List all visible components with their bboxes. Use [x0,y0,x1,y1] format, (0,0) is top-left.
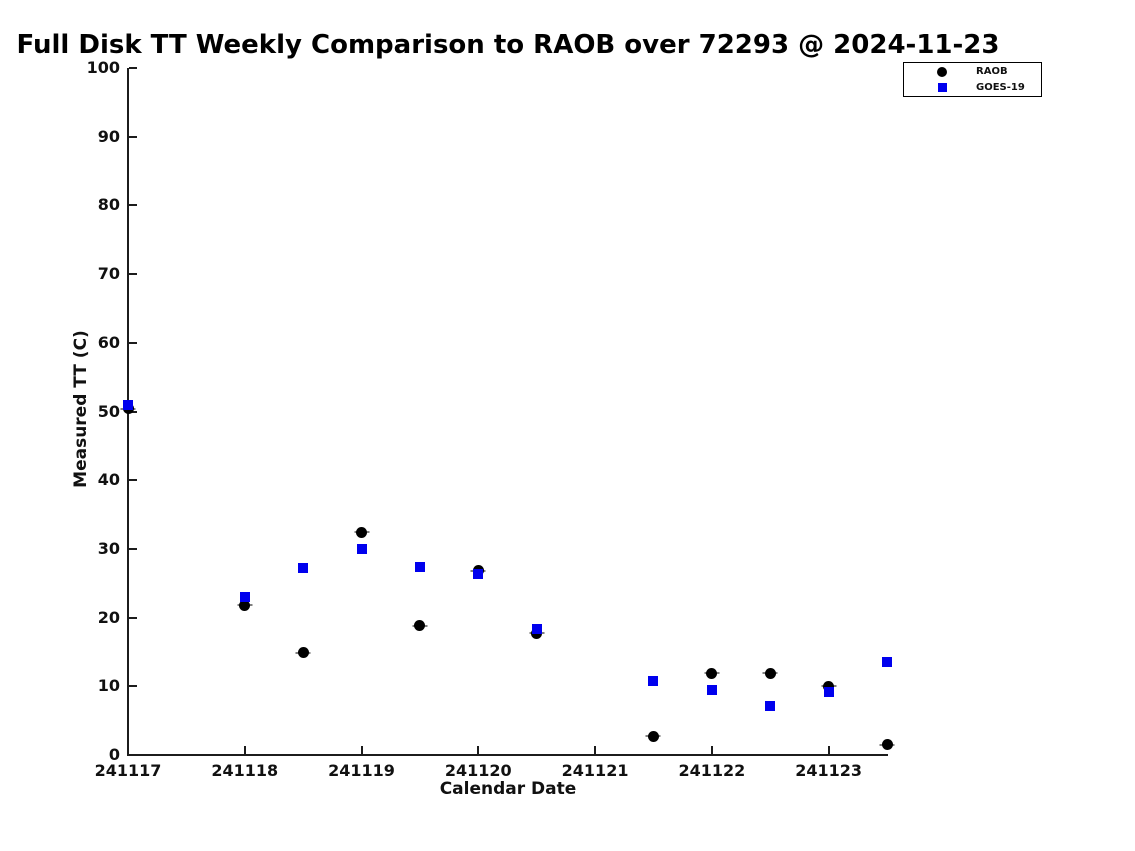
goes-19-square-marker-icon [938,83,947,92]
data-point-goes-19 [531,623,542,634]
data-point-raob [764,667,776,679]
x-axis-spine [127,754,888,756]
y-tick-label: 100 [86,58,120,77]
y-axis-tick [129,616,137,619]
y-tick-label: 70 [97,264,120,284]
y-axis-tick [129,479,137,482]
y-axis-tick [129,685,137,688]
data-point-goes-19 [648,676,659,687]
legend-label-goes-19: GOES-19 [976,81,1025,93]
y-tick-label: 20 [97,607,120,627]
legend-item-raob: RAOB [904,64,1041,79]
data-point-raob [647,730,659,742]
plot-area: 0 10 20 30 40 50 60 70 80 90 100 241117 241118 241119… [87,58,893,780]
y-tick-label: 50 [97,401,120,421]
raob-circle-marker-icon [937,66,947,77]
y-tick-label: 10 [97,676,120,696]
data-point-goes-19 [882,656,892,667]
data-point-goes-19 [414,562,425,573]
legend-item-goes-19: GOES-19 [904,80,1041,95]
y-axis-tick [129,341,137,344]
y-axis-title: Measured TT (C) [71,330,91,488]
y-tick-label: 90 [97,126,120,146]
x-tick-label: 241117 [94,761,162,780]
x-axis-tick [710,746,713,754]
x-axis-tick [827,746,830,754]
data-point-goes-19 [765,700,776,711]
x-axis-tick [477,746,480,754]
x-tick-label: 241122 [678,761,746,780]
x-axis-tick [243,746,246,754]
y-axis-tick [129,273,137,276]
data-point-goes-19 [239,591,250,602]
data-point-goes-19 [356,543,367,554]
y-tick-label: 0 [108,745,120,764]
y-axis-tick [129,204,137,207]
x-tick-label: 241121 [561,761,629,780]
data-point-goes-19 [123,400,133,411]
x-tick-label: 241123 [795,761,862,780]
data-point-raob [881,739,893,751]
x-axis-tick [594,746,597,754]
y-axis-tick [129,67,137,69]
data-point-goes-19 [823,687,834,698]
y-tick-label: 80 [97,195,120,215]
y-axis-tick [129,547,137,550]
x-tick-label: 241119 [328,761,395,780]
data-point-goes-19 [706,684,717,695]
y-axis-tick [129,754,137,756]
x-tick-label: 241118 [211,761,279,780]
x-axis-tick [127,746,129,754]
data-point-raob [823,680,835,692]
chart-title: Full Disk TT Weekly Comparison to RAOB o… [16,30,1000,60]
y-tick-label: 30 [97,538,120,558]
y-tick-label: 60 [97,332,120,352]
data-point-goes-19 [473,569,484,580]
data-point-raob [356,526,368,538]
x-axis-tick [360,746,363,754]
x-axis-title: Calendar Date [439,779,577,799]
data-point-raob [414,620,426,632]
data-point-raob [706,667,718,679]
y-axis-tick [129,135,137,138]
legend: RAOB GOES-19 [903,62,1042,97]
data-point-goes-19 [298,563,309,574]
y-tick-label: 40 [97,470,120,490]
data-point-raob [297,647,309,659]
data-point-raob [239,599,251,611]
legend-label-raob: RAOB [976,65,1008,77]
x-tick-label: 241120 [444,761,512,780]
